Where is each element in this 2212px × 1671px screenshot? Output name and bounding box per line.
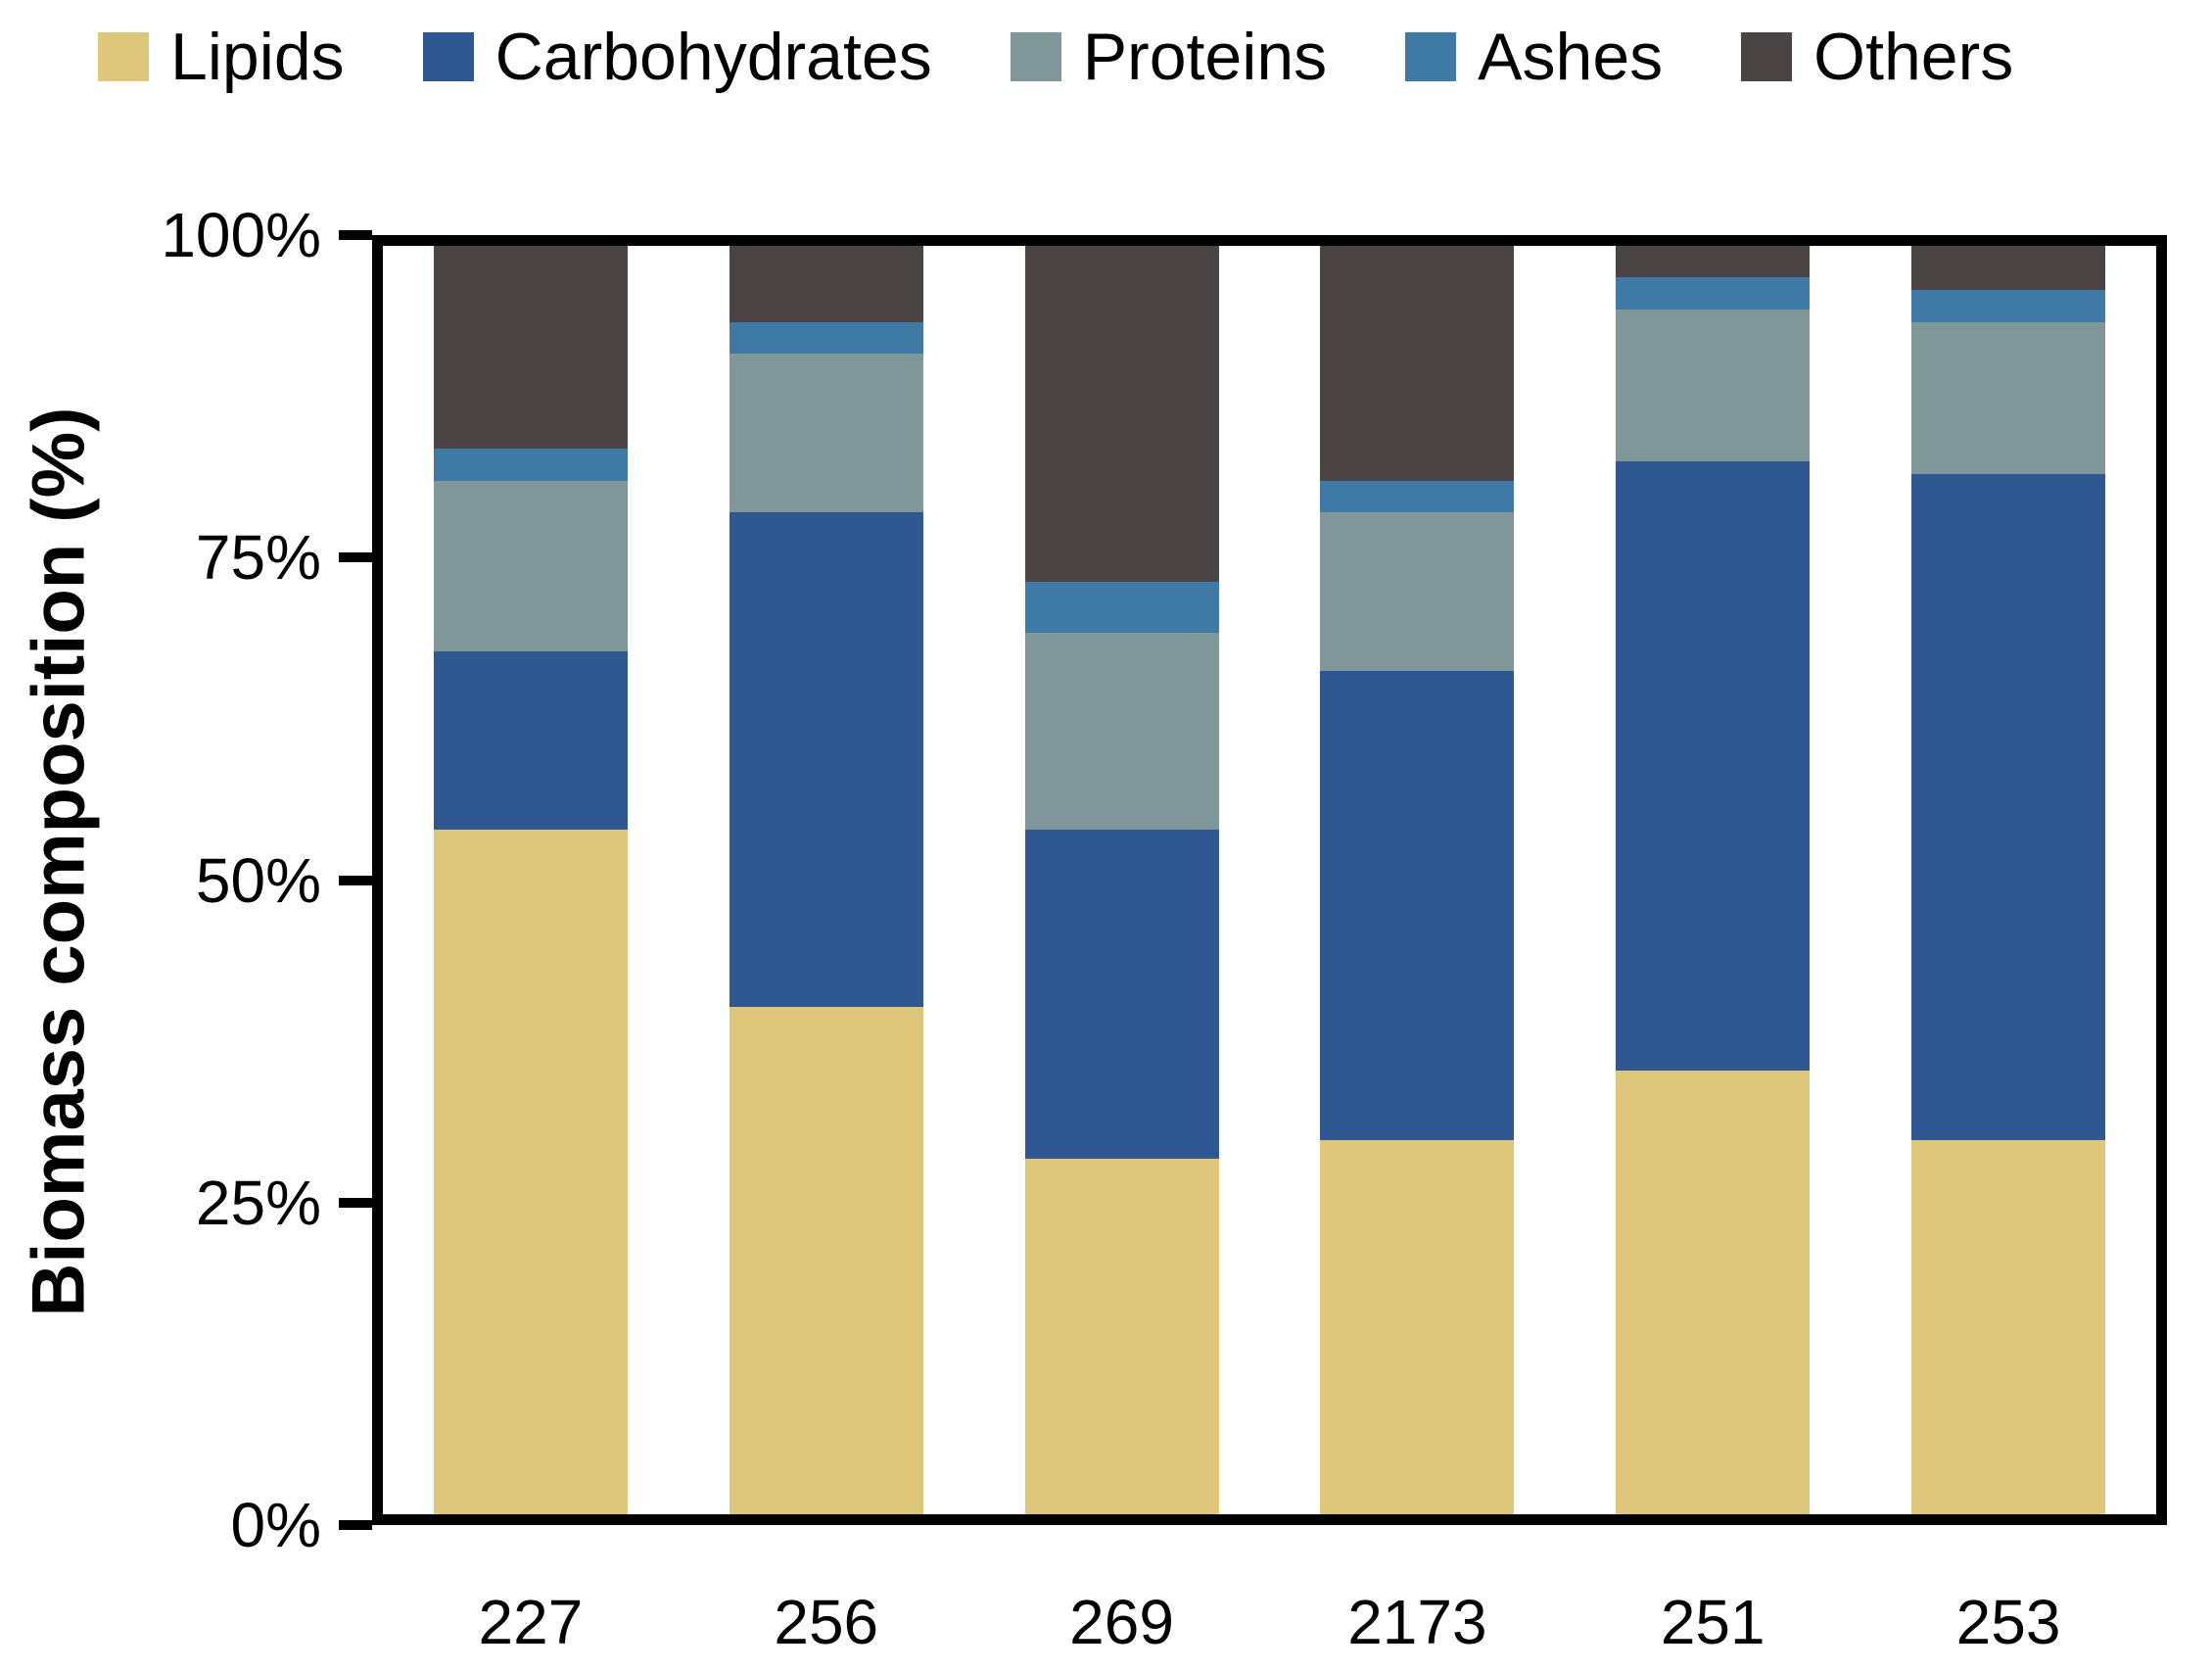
legend-label: Lipids [170, 20, 345, 94]
legend-label: Proteins [1082, 20, 1328, 94]
legend-item-ashes: Ashes [1405, 24, 1663, 90]
carbohydrates-segment [729, 511, 923, 1007]
proteins-segment [1320, 511, 1515, 671]
y-tick-label: 25% [195, 1167, 321, 1238]
y-tick-label: 0% [230, 1490, 322, 1560]
x-tick-label: 251 [1660, 1587, 1765, 1657]
x-tick-label: 256 [774, 1587, 879, 1657]
stacked-bar-256 [729, 246, 923, 1514]
x-tick-label: 227 [478, 1587, 584, 1657]
legend-item-carbohydrates: Carbohydrates [422, 20, 932, 94]
stacked-bar-227 [433, 246, 628, 1514]
proteins-segment [433, 480, 628, 652]
ashes-swatch [1405, 32, 1457, 81]
y-tick-label: 50% [195, 844, 321, 916]
carbohydrates-swatch [422, 32, 474, 81]
stacked-bar-269 [1024, 246, 1219, 1514]
legend-label: Ashes [1478, 20, 1664, 94]
legend-item-lipids: Lipids [98, 24, 345, 90]
others-segment [433, 246, 628, 450]
lipids-swatch [98, 32, 149, 81]
y-axis-ticks: 0% 25% 50% 75% 100% [0, 204, 372, 1556]
lipids-segment [1911, 1139, 2106, 1514]
legend-label: Carbohydrates [494, 20, 932, 94]
carbohydrates-segment [433, 651, 628, 830]
carbohydrates-segment [1911, 474, 2106, 1140]
x-axis-labels: 227 256 269 2173 251 253 [383, 1591, 2156, 1653]
x-tick-label: 253 [1955, 1587, 2061, 1657]
legend-label: Others [1813, 20, 2014, 94]
stacked-bar-2173 [1320, 246, 1515, 1514]
ashes-segment [433, 449, 628, 481]
lipids-segment [1320, 1139, 1515, 1514]
ashes-segment [1616, 277, 1811, 310]
bar-column-227 [383, 246, 679, 1514]
carbohydrates-segment [1024, 829, 1219, 1160]
y-tick-mark [339, 1520, 372, 1530]
y-tick-label: 75% [195, 522, 321, 594]
carbohydrates-segment [1616, 461, 1811, 1071]
bar-column-256 [679, 246, 974, 1514]
bar-column-251 [1565, 246, 1860, 1514]
plot-area [372, 235, 2167, 1525]
lipids-segment [433, 829, 628, 1514]
y-tick-mark [339, 230, 372, 240]
stacked-bar-253 [1911, 246, 2106, 1514]
proteins-segment [1616, 309, 1811, 462]
proteins-swatch [1010, 32, 1061, 81]
ashes-segment [1911, 290, 2106, 322]
lipids-segment [1024, 1159, 1219, 1514]
bar-column-253 [1860, 246, 2156, 1514]
others-segment [1024, 246, 1219, 583]
proteins-segment [1911, 321, 2106, 475]
y-tick-mark [339, 552, 372, 563]
ashes-segment [1024, 582, 1219, 633]
others-segment [729, 246, 923, 322]
y-tick-label: 100% [161, 200, 321, 270]
legend: Lipids Carbohydrates Proteins Ashes Others [98, 24, 2013, 90]
bar-column-269 [974, 246, 1270, 1514]
ashes-segment [729, 321, 923, 355]
legend-item-proteins: Proteins [1010, 20, 1328, 94]
proteins-segment [729, 354, 923, 512]
bar-column-2173 [1269, 246, 1565, 1514]
others-segment [1911, 246, 2106, 291]
legend-item-others: Others [1741, 24, 2013, 90]
others-swatch [1741, 32, 1793, 81]
stacked-bar-251 [1616, 246, 1811, 1514]
carbohydrates-segment [1320, 670, 1515, 1140]
y-tick-mark [339, 875, 372, 885]
ashes-segment [1320, 480, 1515, 512]
x-tick-label: 269 [1069, 1587, 1174, 1657]
lipids-segment [1616, 1070, 1811, 1514]
x-tick-label: 2173 [1347, 1587, 1487, 1657]
y-tick-mark [339, 1197, 372, 1208]
others-segment [1616, 246, 1811, 278]
proteins-segment [1024, 633, 1219, 830]
others-segment [1320, 246, 1515, 481]
lipids-segment [729, 1007, 923, 1514]
bars-container [383, 246, 2156, 1514]
